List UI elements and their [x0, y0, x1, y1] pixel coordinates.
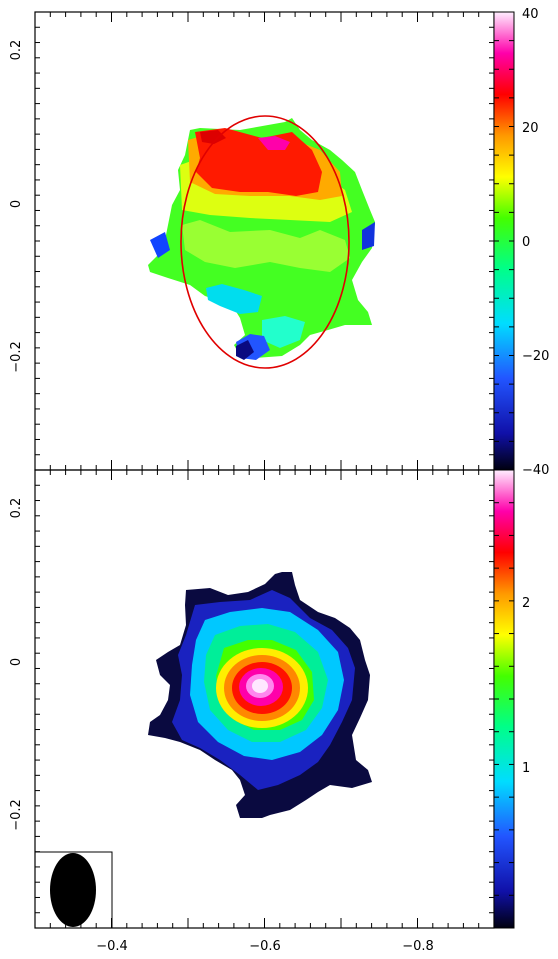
intensity-y-tick-label-0.2: 0.2	[9, 498, 24, 519]
velocity-map-navy-tail	[236, 340, 254, 360]
velocity-map-blue-right	[362, 222, 375, 250]
velocity-colorbar-label-minus-20: −20	[522, 349, 549, 364]
intensity-panel-ticks	[34, 469, 514, 929]
velocity-colorbar-label-0: 0	[522, 235, 530, 250]
intensity-peak	[252, 679, 268, 693]
velocity-y-tick-label-minus-0.2: −0.2	[9, 341, 24, 373]
x-tick-label-minus-0.8: −0.8	[402, 939, 434, 954]
velocity-map-light-green	[182, 220, 350, 272]
velocity-map-blue-left	[150, 232, 170, 258]
source-ellipse	[180, 115, 350, 369]
x-tick-label-minus-0.6: −0.6	[249, 939, 281, 954]
velocity-colorbar-label-minus-40: −40	[522, 463, 549, 478]
velocity-map-red-band	[195, 128, 322, 196]
intensity-map	[148, 572, 372, 818]
x-tick-label-minus-0.4: −0.4	[96, 939, 128, 954]
velocity-colorbar-label-40: 40	[522, 7, 539, 22]
velocity-map-teal	[262, 316, 305, 348]
velocity-map-cyan	[206, 284, 262, 314]
velocity-map-magenta	[258, 136, 290, 150]
velocity-colorbar-label-20: 20	[522, 121, 539, 136]
intensity-panel: 0.2 0 −0.2 −0.4 −0.6 −0.8 2 1	[9, 469, 530, 954]
velocity-map	[148, 118, 375, 360]
intensity-y-tick-label-minus-0.2: −0.2	[9, 799, 24, 831]
velocity-panel: 0.2 0 −0.2 40 20 0 −20 −40	[9, 7, 549, 478]
velocity-y-tick-label-0: 0	[9, 200, 24, 208]
velocity-y-tick-label-0.2: 0.2	[9, 40, 24, 61]
intensity-y-tick-label-0: 0	[9, 658, 24, 666]
beam-ellipse	[50, 853, 96, 927]
intensity-colorbar-label-1: 1	[522, 761, 530, 776]
intensity-colorbar-label-2: 2	[522, 596, 530, 611]
velocity-map-dark-red	[200, 130, 226, 144]
